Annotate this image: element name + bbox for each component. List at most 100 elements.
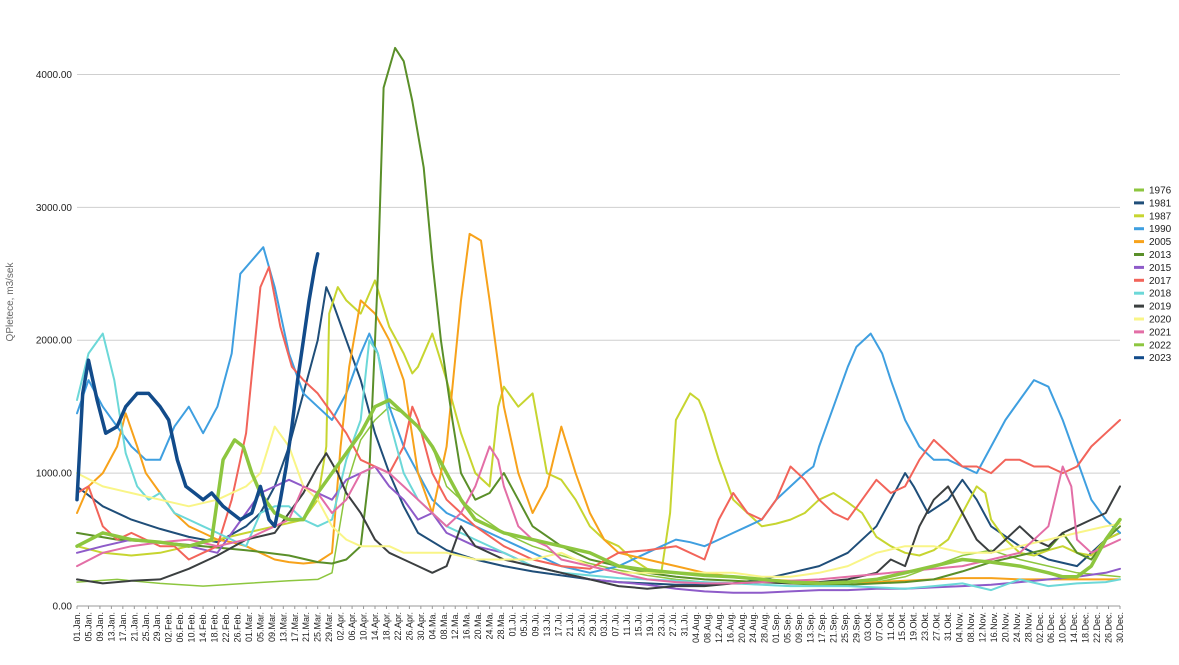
x-tick-label: 11.Okt. [886, 612, 896, 640]
legend-label: 2022 [1149, 340, 1172, 351]
x-tick-label: 09.Jú. [530, 612, 540, 637]
y-tick-label: 0.00 [53, 602, 73, 613]
legend-label: 2023 [1149, 353, 1172, 364]
series-line-2018 [76, 332, 1121, 592]
x-tick-label: 12.Ma. [450, 612, 460, 640]
x-tick-label: 05.Mar. [255, 612, 265, 642]
x-tick-label: 23.Okt. [920, 612, 930, 641]
series-line-2021 [76, 445, 1121, 585]
x-tick-label: 03.Okt. [863, 612, 873, 641]
x-tick-label: 27.Jú. [668, 612, 678, 637]
legend-item-2023: 2023 [1134, 353, 1172, 364]
x-tick-label: 02.Feb. [164, 612, 174, 643]
x-tick-label: 31.Jú. [679, 612, 689, 637]
legend-item-1976: 1976 [1134, 186, 1172, 197]
x-tick-label: 10.Apr. [359, 612, 369, 641]
legend-item-1990: 1990 [1134, 224, 1172, 235]
x-tick-label: 24.Ma. [485, 612, 495, 640]
legend-item-2021: 2021 [1134, 327, 1172, 338]
legend-label: 2017 [1149, 276, 1172, 287]
series-line-2023 [75, 252, 320, 529]
legend-label: 2013 [1149, 250, 1172, 261]
x-tick-label: 19.Jú. [645, 612, 655, 637]
x-tick-label: 03.Jú. [599, 612, 609, 637]
x-tick-label: 05.Jan. [83, 612, 93, 642]
x-tick-label: 13.Mar. [278, 612, 288, 642]
legend-item-2005: 2005 [1134, 237, 1172, 248]
series-line-2019 [76, 452, 1121, 590]
x-tick-label: 30.Dec. [1115, 612, 1125, 643]
x-tick-label: 23.Jú. [657, 612, 667, 637]
x-tick-label: 26.Feb. [232, 612, 242, 643]
x-tick-label: 06.Feb. [175, 612, 185, 643]
x-tick-label: 17.Sep. [817, 612, 827, 643]
x-tick-label: 22.Feb. [221, 612, 231, 643]
x-tick-label: 27.Okt. [932, 612, 942, 641]
x-tick-label: 24.Aug. [748, 612, 758, 643]
x-tick-label: 29.Sep. [851, 612, 861, 643]
x-tick-label: 18.Dec. [1081, 612, 1091, 643]
x-tick-label: 01.Sep. [771, 612, 781, 643]
legend-item-2022: 2022 [1134, 340, 1172, 351]
legend-item-2018: 2018 [1134, 289, 1172, 300]
legend-label: 1990 [1149, 224, 1172, 235]
y-axis-label: QPletece, m3/sek [5, 262, 16, 342]
x-tick-label: 18.Apr. [381, 612, 391, 641]
x-tick-label: 05.Jú. [519, 612, 529, 637]
x-tick-label: 10.Feb. [187, 612, 197, 643]
x-tick-label: 01.Jan. [72, 612, 82, 642]
x-tick-label: 06.Apr. [347, 612, 357, 641]
x-tick-label: 17.Mar. [290, 612, 300, 642]
x-tick-label: 16.Nov. [989, 612, 999, 642]
x-tick-label: 11.Jú. [622, 612, 632, 636]
x-tick-label: 18.Feb. [210, 612, 220, 643]
series-line-2013 [76, 46, 1121, 586]
x-tick-label: 26.Dec. [1104, 612, 1114, 643]
x-tick-label: 29.Jan. [152, 612, 162, 642]
legend-item-2017: 2017 [1134, 276, 1172, 287]
x-tick-label: 29.Mar. [324, 612, 334, 642]
legend-label: 2018 [1149, 289, 1172, 300]
legend-label: 2021 [1149, 327, 1172, 338]
series-line-2022 [75, 398, 1122, 586]
x-tick-label: 14.Feb. [198, 612, 208, 643]
x-tick-label: 10.Dec. [1058, 612, 1068, 643]
x-tick-label: 01.Mar. [244, 612, 254, 642]
legend-item-2013: 2013 [1134, 250, 1172, 261]
x-tick-label: 01.Jú. [508, 612, 518, 637]
legend-label: 1981 [1149, 198, 1172, 209]
x-tick-label: 21.Sep. [828, 612, 838, 643]
x-tick-label: 28.Aug. [760, 612, 770, 643]
x-tick-label: 30.Apr. [416, 612, 426, 641]
x-tick-label: 31.Okt. [943, 612, 953, 641]
x-tick-label: 14.Dec. [1069, 612, 1079, 643]
x-tick-label: 09.Sep. [794, 612, 804, 643]
x-tick-label: 16.Ma. [462, 612, 472, 640]
x-tick-label: 05.Sep. [783, 612, 793, 643]
legend-label: 2019 [1149, 302, 1172, 313]
legend-label: 2020 [1149, 315, 1172, 326]
x-tick-label: 04.Nov. [955, 612, 965, 642]
x-tick-label: 22.Apr. [393, 612, 403, 641]
x-tick-label: 29.Jú. [588, 612, 598, 637]
x-tick-label: 08.Ma. [439, 612, 449, 640]
x-tick-label: 09.Jan. [95, 612, 105, 642]
x-tick-label: 12.Aug. [714, 612, 724, 643]
x-tick-label: 02.Apr. [336, 612, 346, 641]
legend-label: 1976 [1149, 186, 1172, 197]
x-tick-label: 22.Dec. [1092, 612, 1102, 643]
legend-item-1981: 1981 [1134, 198, 1172, 209]
series-line-2017 [76, 266, 1121, 570]
x-tick-label: 20.Aug. [737, 612, 747, 643]
x-tick-label: 06.Dec. [1046, 612, 1056, 643]
legend-label: 2005 [1149, 237, 1172, 248]
legend-item-1987: 1987 [1134, 211, 1172, 222]
legend-item-2015: 2015 [1134, 263, 1172, 274]
legend-item-2019: 2019 [1134, 302, 1172, 313]
x-tick-label: 26.Apr. [404, 612, 414, 641]
axes: QPletece, m3/sek 0.00 1000.00 2000.00 3000.… [5, 70, 1125, 643]
x-tick-label: 12.Nov. [977, 612, 987, 642]
legend-label: 1987 [1149, 211, 1172, 222]
